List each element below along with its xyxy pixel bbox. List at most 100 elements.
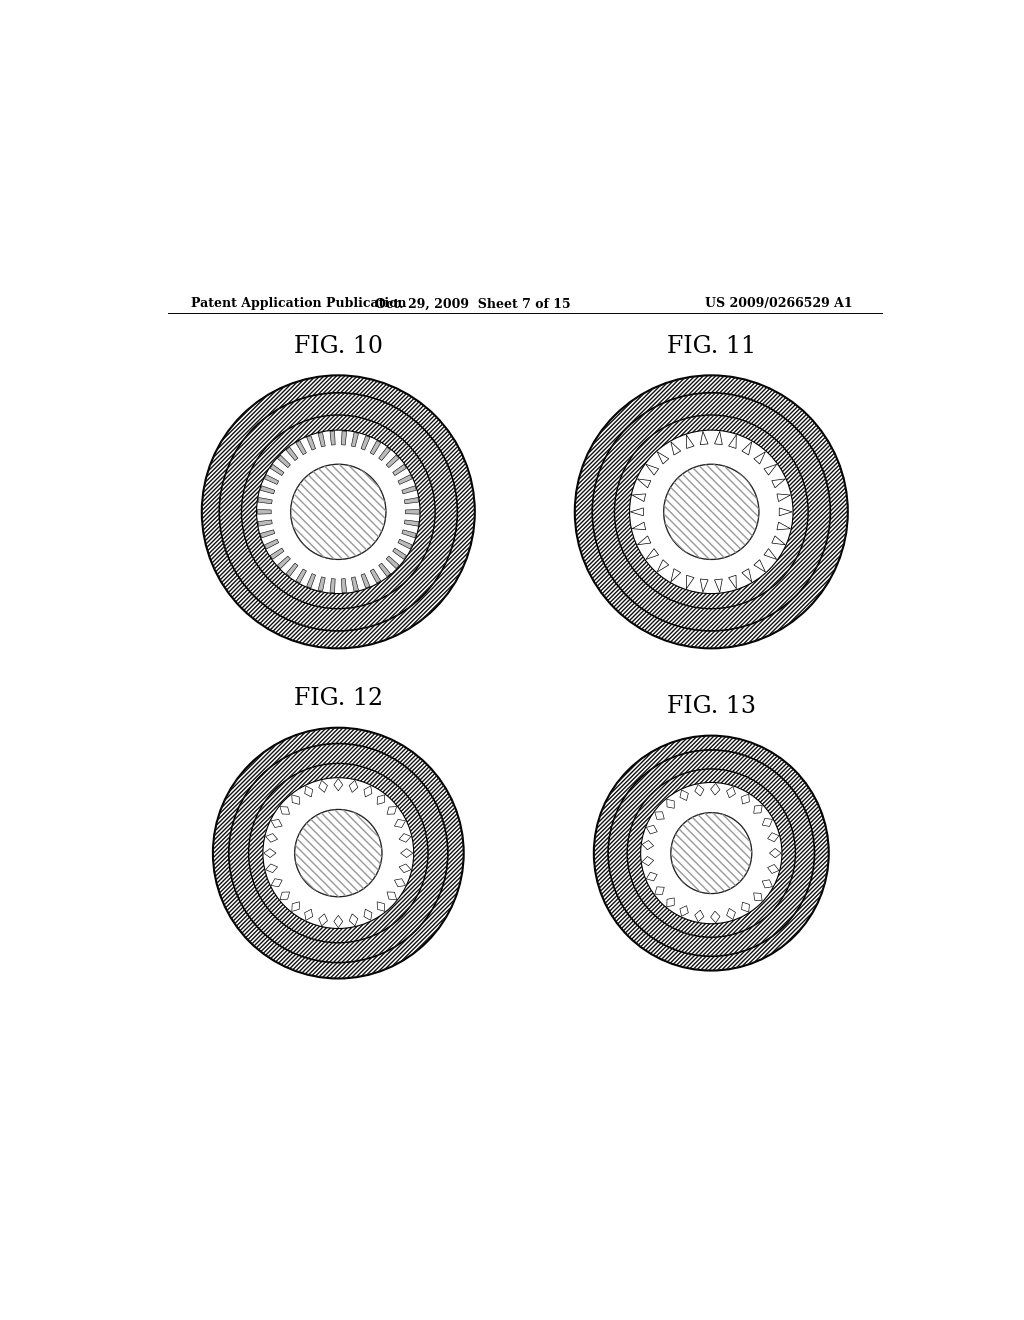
Polygon shape xyxy=(401,486,417,494)
Polygon shape xyxy=(292,902,299,911)
Polygon shape xyxy=(392,548,407,560)
Polygon shape xyxy=(349,913,357,925)
Polygon shape xyxy=(657,451,669,465)
Polygon shape xyxy=(646,825,657,834)
Polygon shape xyxy=(686,576,694,589)
Polygon shape xyxy=(341,432,347,445)
Polygon shape xyxy=(280,807,290,814)
Polygon shape xyxy=(671,442,681,455)
Polygon shape xyxy=(754,805,762,813)
Polygon shape xyxy=(632,494,646,502)
Polygon shape xyxy=(330,578,335,593)
Polygon shape xyxy=(265,865,278,873)
Polygon shape xyxy=(404,498,419,504)
Polygon shape xyxy=(257,510,271,515)
Polygon shape xyxy=(271,820,283,828)
Polygon shape xyxy=(637,536,651,545)
Polygon shape xyxy=(694,911,703,921)
Polygon shape xyxy=(371,569,381,583)
Polygon shape xyxy=(394,820,406,828)
Polygon shape xyxy=(258,498,272,504)
Polygon shape xyxy=(341,578,347,593)
Polygon shape xyxy=(379,564,390,577)
Polygon shape xyxy=(260,486,274,494)
Polygon shape xyxy=(260,529,274,537)
Polygon shape xyxy=(727,787,735,797)
Polygon shape xyxy=(286,564,298,577)
Polygon shape xyxy=(772,479,785,488)
Polygon shape xyxy=(286,447,298,461)
Polygon shape xyxy=(364,785,372,797)
Polygon shape xyxy=(642,857,653,866)
Circle shape xyxy=(574,375,848,648)
Polygon shape xyxy=(398,475,413,484)
Polygon shape xyxy=(296,441,306,454)
Text: FIG. 13: FIG. 13 xyxy=(667,696,756,718)
Circle shape xyxy=(592,393,830,631)
Circle shape xyxy=(641,783,782,924)
Polygon shape xyxy=(657,560,669,572)
Circle shape xyxy=(257,430,420,594)
Polygon shape xyxy=(754,560,766,572)
Polygon shape xyxy=(398,540,413,549)
Circle shape xyxy=(295,809,382,896)
Polygon shape xyxy=(646,549,658,560)
Polygon shape xyxy=(715,432,722,445)
Polygon shape xyxy=(361,436,370,450)
Polygon shape xyxy=(387,892,396,900)
Polygon shape xyxy=(667,800,674,808)
Polygon shape xyxy=(264,540,279,549)
Circle shape xyxy=(228,743,447,962)
Polygon shape xyxy=(777,523,791,529)
Polygon shape xyxy=(271,879,283,887)
Text: Oct. 29, 2009  Sheet 7 of 15: Oct. 29, 2009 Sheet 7 of 15 xyxy=(376,297,571,310)
Polygon shape xyxy=(671,569,681,582)
Polygon shape xyxy=(769,849,781,858)
Polygon shape xyxy=(637,479,651,488)
Polygon shape xyxy=(265,833,278,842)
Polygon shape xyxy=(264,849,276,858)
Polygon shape xyxy=(680,906,688,916)
Polygon shape xyxy=(741,795,750,804)
Polygon shape xyxy=(700,432,708,445)
Polygon shape xyxy=(306,574,315,587)
Circle shape xyxy=(242,414,435,609)
Polygon shape xyxy=(741,902,750,912)
Polygon shape xyxy=(361,574,370,587)
Polygon shape xyxy=(404,520,419,527)
Polygon shape xyxy=(777,494,791,502)
Polygon shape xyxy=(278,556,291,569)
Polygon shape xyxy=(280,892,290,900)
Polygon shape xyxy=(318,577,326,591)
Circle shape xyxy=(219,393,458,631)
Polygon shape xyxy=(654,887,665,895)
Polygon shape xyxy=(654,812,665,820)
Polygon shape xyxy=(334,779,343,791)
Polygon shape xyxy=(387,807,396,814)
Polygon shape xyxy=(379,447,390,461)
Polygon shape xyxy=(330,432,335,445)
Polygon shape xyxy=(741,442,752,455)
Polygon shape xyxy=(377,902,385,911)
Polygon shape xyxy=(278,455,291,467)
Polygon shape xyxy=(631,508,643,516)
Polygon shape xyxy=(351,433,358,447)
Circle shape xyxy=(594,735,828,970)
Polygon shape xyxy=(392,465,407,475)
Circle shape xyxy=(608,750,814,956)
Polygon shape xyxy=(667,898,674,907)
Text: FIG. 11: FIG. 11 xyxy=(667,335,756,358)
Polygon shape xyxy=(399,833,411,842)
Polygon shape xyxy=(711,783,720,795)
Polygon shape xyxy=(364,909,372,920)
Circle shape xyxy=(202,375,475,648)
Polygon shape xyxy=(741,569,752,582)
Polygon shape xyxy=(318,433,326,447)
Circle shape xyxy=(671,813,752,894)
Circle shape xyxy=(630,430,793,594)
Polygon shape xyxy=(305,909,312,920)
Polygon shape xyxy=(399,865,411,873)
Polygon shape xyxy=(296,569,306,583)
Circle shape xyxy=(627,770,796,937)
Text: FIG. 12: FIG. 12 xyxy=(294,688,383,710)
